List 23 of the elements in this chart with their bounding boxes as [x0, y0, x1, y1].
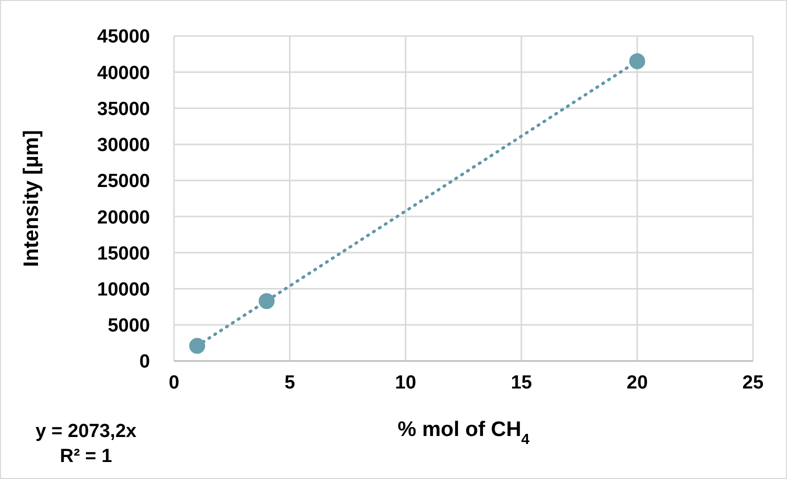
- y-tick-label: 25000: [97, 171, 150, 192]
- y-tick-label: 30000: [97, 135, 150, 156]
- y-tick-label: 5000: [108, 316, 150, 337]
- x-tick-label: 5: [284, 372, 296, 394]
- y-tick-label: 35000: [97, 98, 150, 120]
- point: [189, 338, 206, 354]
- x-tick-label: 25: [742, 372, 764, 394]
- x-tick-label: 15: [510, 372, 532, 394]
- point: [258, 293, 275, 310]
- y-axis-title: Intensity [µm]: [20, 130, 43, 267]
- x-tick-label: 20: [626, 372, 648, 394]
- y-tick-label: 20000: [97, 207, 150, 228]
- y-tick-label: 40000: [97, 62, 150, 84]
- y-tick-label: 15000: [97, 243, 150, 264]
- point: [629, 53, 646, 70]
- y-tick-label: 10000: [97, 280, 150, 301]
- x-axis-title: % mol of CH$_{4}$: [398, 418, 530, 448]
- text: y = 2073,2x: [34, 421, 138, 443]
- x-tick-label: 10: [395, 372, 416, 394]
- y-tick-label: 45000: [97, 26, 150, 48]
- y-tick-label: 0: [139, 352, 150, 373]
- text: R² = 1: [58, 446, 114, 468]
- x-tick-label: 0: [168, 372, 180, 394]
